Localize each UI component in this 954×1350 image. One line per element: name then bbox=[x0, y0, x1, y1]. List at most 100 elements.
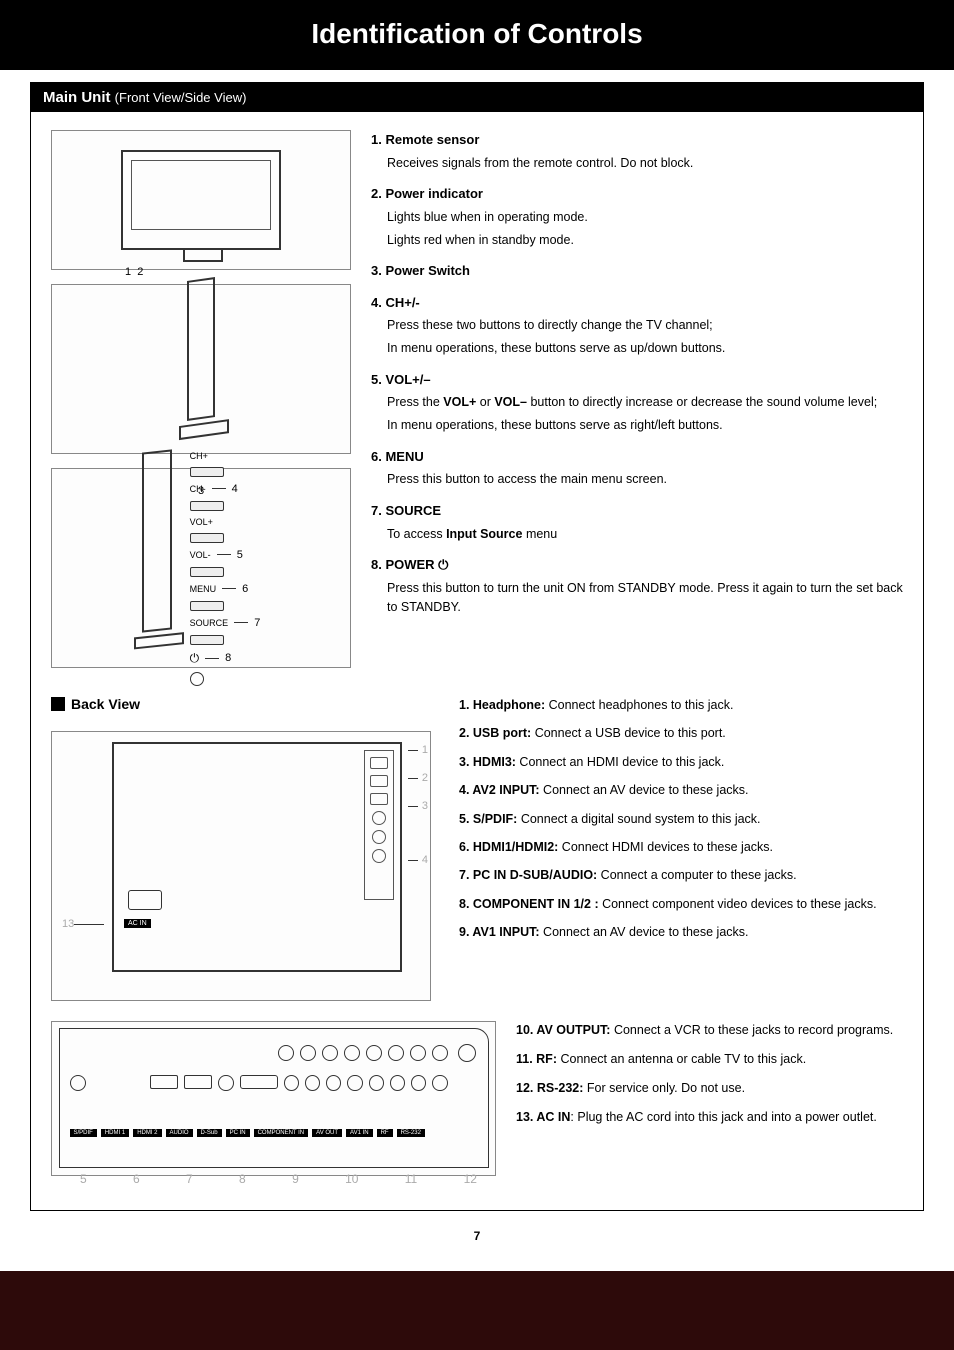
callout-5: 5 bbox=[237, 549, 243, 561]
av-jack-icon bbox=[410, 1045, 426, 1061]
port-label: COMPONENT IN bbox=[254, 1129, 309, 1137]
back-item: 10. AV OUTPUT: Connect a VCR to these ja… bbox=[516, 1021, 903, 1040]
control-item: 5. VOL+/–Press the VOL+ or VOL– button t… bbox=[371, 370, 903, 435]
btn-label-vol+: VOL+ bbox=[190, 517, 213, 527]
page: Identification of Controls Main Unit (Fr… bbox=[0, 0, 954, 1271]
tv-front-outline bbox=[121, 150, 281, 250]
bottom-callout: 6 bbox=[133, 1172, 140, 1186]
av1-jack-icon bbox=[390, 1075, 405, 1091]
callout-2: 2 bbox=[137, 266, 143, 278]
comp-jack-icon bbox=[366, 1045, 382, 1061]
port-label: AV1 IN bbox=[346, 1129, 373, 1137]
tv-side2-outline bbox=[142, 449, 172, 632]
callout-3: 3 bbox=[198, 485, 204, 497]
hdmi3-port-icon bbox=[370, 793, 388, 805]
comp-jack-icon bbox=[344, 1045, 360, 1061]
control-item-title: 4. CH+/- bbox=[371, 293, 903, 313]
comp2-jack-icon bbox=[284, 1075, 299, 1091]
callout-4: 4 bbox=[232, 483, 238, 495]
headphone-port-icon bbox=[370, 757, 388, 769]
comp2-jack-icon bbox=[369, 1075, 384, 1091]
control-item-desc: Lights blue when in operating mode. Light… bbox=[387, 208, 903, 250]
callout-13: 13 bbox=[62, 918, 104, 930]
pc-audio-jack-icon bbox=[218, 1075, 233, 1091]
comp2-jack-icon bbox=[326, 1075, 341, 1091]
desc-line: In menu operations, these buttons serve … bbox=[387, 416, 903, 435]
page-number: 7 bbox=[0, 1211, 954, 1271]
control-item-title: 2. Power indicator bbox=[371, 184, 903, 204]
back-item: 13. AC IN: Plug the AC cord into this ja… bbox=[516, 1108, 903, 1127]
desc-line: Lights blue when in operating mode. bbox=[387, 208, 903, 227]
desc-line: Lights red when in standby mode. bbox=[387, 231, 903, 250]
comp2-jack-icon bbox=[347, 1075, 362, 1091]
back-view-title: Back View bbox=[51, 696, 231, 712]
btn-label-vol-: VOL- bbox=[190, 550, 211, 560]
control-item: 2. Power indicator Lights blue when in op… bbox=[371, 184, 903, 249]
control-item-title: 7. SOURCE bbox=[371, 501, 903, 521]
av2-jack2-icon bbox=[372, 830, 386, 844]
av1-jack-icon bbox=[432, 1075, 447, 1091]
bottom-row: S/PDIFHDMI 1HDMI 2AUDIOD-SubPC INCOMPONE… bbox=[31, 1021, 923, 1190]
rf-jack-icon bbox=[458, 1044, 476, 1062]
bottom-callout: 5 bbox=[80, 1172, 87, 1186]
callout-7: 7 bbox=[254, 617, 260, 629]
bottom-callout: 11 bbox=[405, 1172, 417, 1186]
bottom-callout: 10 bbox=[345, 1172, 358, 1186]
control-item-desc: To access Input Source menu bbox=[387, 525, 903, 544]
side-port-strip bbox=[364, 750, 394, 900]
port-label: RS-232 bbox=[397, 1129, 425, 1137]
tv-side-outline bbox=[187, 277, 215, 421]
hdmi1-port-icon bbox=[150, 1075, 178, 1089]
front-diagrams: 1 2 3 bbox=[51, 130, 351, 682]
diagram-side-buttons: CH+ CH-4 VOL+ VOL-5 MENU6 SOURCE7 bbox=[51, 468, 351, 668]
bottom-callout: 8 bbox=[239, 1172, 246, 1186]
back-item: 1. Headphone: Connect headphones to this… bbox=[459, 696, 903, 715]
bottom-callout: 12 bbox=[464, 1172, 477, 1186]
control-item: 8. POWER ⏻ Press this button to turn the … bbox=[371, 555, 903, 616]
control-item-desc: Press these two buttons to directly chan… bbox=[387, 316, 903, 358]
tv-side-stand bbox=[179, 419, 229, 440]
section-title-front: Main Unit (Front View/Side View) bbox=[31, 83, 923, 112]
bottom-callout: 7 bbox=[186, 1172, 193, 1186]
desc-line: In menu operations, these buttons serve … bbox=[387, 339, 903, 358]
btn-ch- bbox=[190, 501, 224, 511]
port-label: HDMI 1 bbox=[101, 1129, 129, 1137]
control-item-title: 3. Power Switch bbox=[371, 261, 903, 281]
av1-jack-icon bbox=[411, 1075, 426, 1091]
hdmi2-port-icon bbox=[184, 1075, 212, 1089]
desc-line: Press this button to access the main men… bbox=[387, 470, 903, 489]
front-columns: 1 2 3 bbox=[31, 130, 923, 682]
callout-6: 6 bbox=[242, 583, 248, 595]
diagram-front-view: 1 2 bbox=[51, 130, 351, 270]
tv-front-stand bbox=[183, 250, 223, 262]
tv-side2-stand bbox=[134, 632, 184, 649]
btn-source bbox=[190, 635, 224, 645]
desc-line: Press this button to turn the unit ON fr… bbox=[387, 579, 903, 617]
content-frame: Main Unit (Front View/Side View) 1 2 bbox=[30, 82, 924, 1211]
back-view-label: Back View bbox=[71, 696, 140, 712]
btn-menu bbox=[190, 601, 224, 611]
control-item-desc: Press the VOL+ or VOL– button to directl… bbox=[387, 393, 903, 435]
back-item: 12. RS-232: For service only. Do not use… bbox=[516, 1079, 903, 1098]
port-label: D-Sub bbox=[197, 1129, 222, 1137]
btn-power bbox=[190, 672, 204, 686]
bottom-panel-outline: S/PDIFHDMI 1HDMI 2AUDIOD-SubPC INCOMPONE… bbox=[59, 1028, 489, 1168]
usb-port-icon bbox=[370, 775, 388, 787]
comp2-jack-icon bbox=[305, 1075, 320, 1091]
diagram-back-view: AC IN 13 1 2 3 4 bbox=[51, 731, 431, 1001]
btn-ch+ bbox=[190, 467, 224, 477]
port-label: AV OUT bbox=[312, 1129, 342, 1137]
control-item-title: 1. Remote sensor bbox=[371, 130, 903, 150]
back-item: 11. RF: Connect an antenna or cable TV t… bbox=[516, 1050, 903, 1069]
desc-line: Receives signals from the remote control… bbox=[387, 154, 903, 173]
comp-jack-icon bbox=[322, 1045, 338, 1061]
av-jack-icon bbox=[432, 1045, 448, 1061]
callout-8: 8 bbox=[225, 652, 231, 664]
main-unit-sub: (Front View/Side View) bbox=[115, 90, 247, 105]
strip-callout-1: 1 bbox=[422, 744, 428, 756]
bottom-callout: 9 bbox=[292, 1172, 299, 1186]
control-item-title: 8. POWER ⏻ bbox=[371, 555, 903, 575]
port-label: AUDIO bbox=[166, 1129, 193, 1137]
btn-vol+ bbox=[190, 533, 224, 543]
power-icon: ⏻ bbox=[190, 651, 200, 666]
